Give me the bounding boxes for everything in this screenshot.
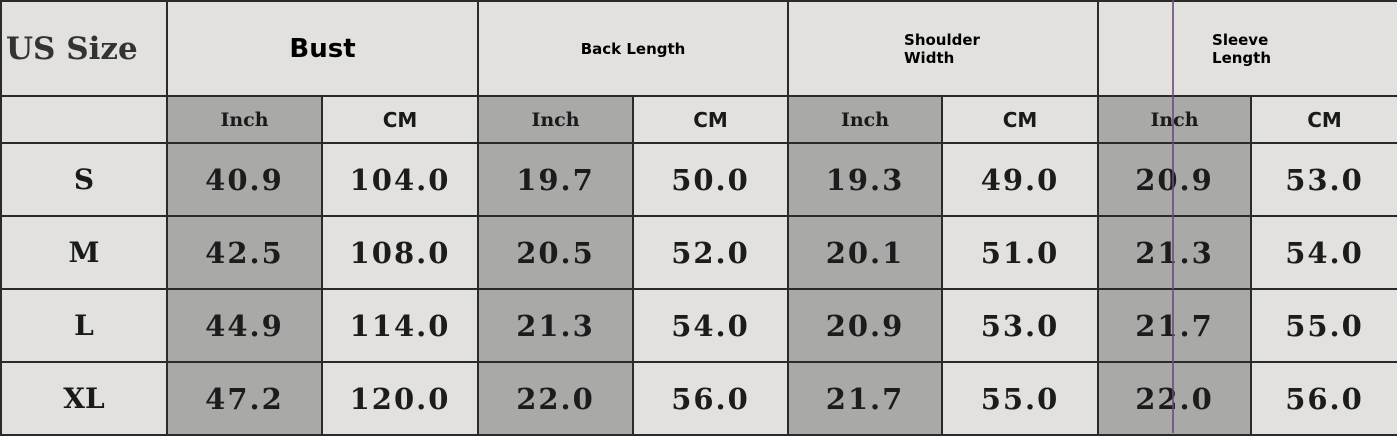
cm-value-cell: 52.0 (632, 215, 790, 290)
cm-value-cell: 56.0 (632, 361, 790, 436)
cm-value-cell: 114.0 (320, 288, 480, 363)
size-cell: S (0, 142, 168, 217)
back-length-header: Back Length (477, 0, 790, 97)
bust-header: Bust (165, 0, 480, 97)
table-row: XL 47.2 120.0 22.0 56.0 21.7 55.0 22.0 56.0 (0, 361, 1397, 436)
cm-value-cell: 55.0 (1250, 288, 1397, 363)
cm-value-cell: 54.0 (632, 288, 790, 363)
inch-value-cell: 20.5 (477, 215, 635, 290)
inch-value-cell: 22.0 (1097, 361, 1253, 436)
inch-value-cell: 22.0 (477, 361, 635, 436)
cm-value-cell: 120.0 (320, 361, 480, 436)
cm-value-cell: 53.0 (941, 288, 1100, 363)
inch-value-cell: 44.9 (166, 288, 323, 363)
table-row: L 44.9 114.0 21.3 54.0 20.9 53.0 21.7 55.0 (0, 288, 1397, 363)
inch-value-cell: 20.9 (1097, 142, 1253, 217)
inch-value-cell: 40.9 (166, 142, 323, 217)
inch-value-cell: 20.9 (787, 288, 944, 363)
inch-value-cell: 20.1 (787, 215, 944, 290)
unit-header-row: Inch CM Inch CM Inch CM Inch CM (0, 95, 1397, 144)
photo-artifact-line (1172, 0, 1174, 433)
inch-value-cell: 21.3 (1097, 215, 1253, 290)
unit-cm: CM (1250, 95, 1397, 144)
table-row: M 42.5 108.0 20.5 52.0 20.1 51.0 21.3 54.0 (0, 215, 1397, 290)
unit-inch: Inch (787, 95, 944, 144)
sleeve-length-header: Sleeve Length (1097, 0, 1397, 97)
cm-value-cell: 49.0 (941, 142, 1100, 217)
unit-cm: CM (941, 95, 1100, 144)
inch-value-cell: 42.5 (166, 215, 323, 290)
cm-value-cell: 54.0 (1250, 215, 1397, 290)
inch-value-cell: 19.7 (477, 142, 635, 217)
inch-value-cell: 21.7 (787, 361, 944, 436)
cm-value-cell: 55.0 (941, 361, 1100, 436)
inch-value-cell: 21.3 (477, 288, 635, 363)
cm-value-cell: 50.0 (632, 142, 790, 217)
inch-value-cell: 21.7 (1097, 288, 1253, 363)
table-row: S 40.9 104.0 19.7 50.0 19.3 49.0 20.9 53.0 (0, 142, 1397, 217)
unit-cm: CM (632, 95, 790, 144)
unit-inch: Inch (1097, 95, 1253, 144)
us-size-header: US Size (0, 0, 168, 97)
size-cell: M (0, 215, 168, 290)
unit-cm: CM (320, 95, 480, 144)
cm-value-cell: 56.0 (1250, 361, 1397, 436)
size-cell: XL (0, 361, 168, 436)
group-header-row: US Size Bust Back Length Shoulder Width … (0, 0, 1397, 97)
shoulder-width-header: Shoulder Width (787, 0, 1100, 97)
unit-inch: Inch (477, 95, 635, 144)
cm-value-cell: 104.0 (320, 142, 480, 217)
inch-value-cell: 47.2 (166, 361, 323, 436)
cm-value-cell: 53.0 (1250, 142, 1397, 217)
size-cell: L (0, 288, 168, 363)
cm-value-cell: 108.0 (320, 215, 480, 290)
cm-value-cell: 51.0 (941, 215, 1100, 290)
empty-cell (0, 95, 168, 144)
unit-inch: Inch (166, 95, 323, 144)
inch-value-cell: 19.3 (787, 142, 944, 217)
